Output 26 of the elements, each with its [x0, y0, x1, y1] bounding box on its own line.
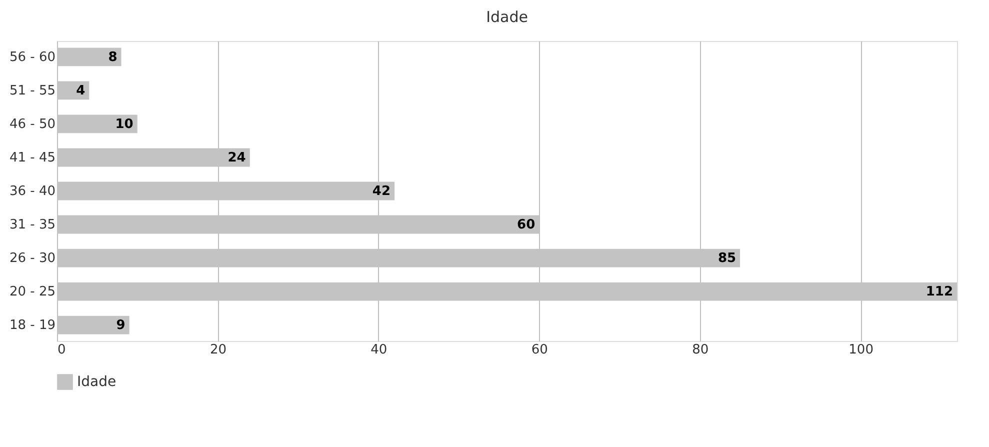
y-tick-label: 36 - 40 — [9, 184, 56, 199]
data-label: 10 — [115, 116, 134, 132]
x-tick-label: 20 — [210, 342, 226, 358]
legend-label: Idade — [77, 374, 116, 390]
y-tick-label: 56 - 60 — [9, 50, 56, 65]
data-label: 4 — [76, 83, 86, 98]
x-tick-label: 100 — [848, 342, 874, 358]
y-tick-label: 51 - 55 — [9, 83, 56, 98]
data-label: 9 — [116, 318, 126, 334]
data-label: 60 — [517, 218, 536, 233]
y-tick-label: 46 - 50 — [9, 116, 56, 132]
data-label: 85 — [718, 251, 736, 266]
data-label: 8 — [108, 50, 118, 65]
x-tick-label: 60 — [531, 342, 548, 358]
data-label: 24 — [228, 150, 246, 166]
x-tick-label: 0 — [58, 342, 66, 358]
y-tick-label: 41 - 45 — [9, 150, 56, 166]
y-tick-label: 18 - 19 — [9, 318, 56, 334]
x-tick-label: 40 — [370, 342, 388, 358]
y-tick-label: 31 - 35 — [9, 218, 56, 233]
chart-title: Idade — [486, 8, 528, 26]
y-tick-label: 20 - 25 — [9, 284, 56, 300]
data-label: 42 — [372, 184, 390, 199]
x-tick-label: 80 — [692, 342, 709, 358]
y-tick-label: 26 - 30 — [9, 251, 56, 266]
data-label: 112 — [926, 284, 953, 300]
